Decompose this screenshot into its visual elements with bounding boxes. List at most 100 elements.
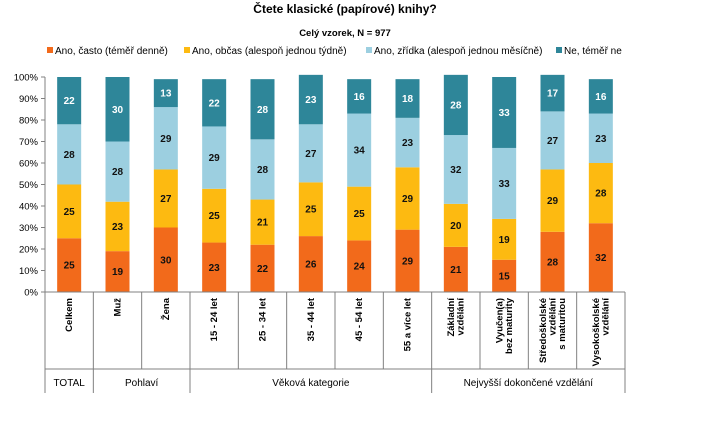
category-label: Vyučen(a) <box>494 298 505 343</box>
bar-segment <box>298 236 323 292</box>
data-label: 30 <box>112 105 124 116</box>
bar-segment <box>540 169 565 232</box>
bar-segment <box>588 113 613 163</box>
bar-segment <box>443 135 468 204</box>
bar-segment <box>105 251 130 292</box>
data-label: 33 <box>499 179 511 190</box>
bars: 25 25 28 22 19 23 28 30 30 27 29 13 23 25 29 22 22 21 28 28… <box>57 74 613 292</box>
bar-segment <box>298 124 323 183</box>
y-tick-label: 40% <box>19 202 39 213</box>
data-label: 28 <box>64 150 76 161</box>
bar-segment <box>443 203 468 247</box>
category-label: Celkem <box>64 298 75 332</box>
y-tick-label: 20% <box>19 245 39 256</box>
group-label: Nejvyšší dokončené vzdělání <box>464 378 594 389</box>
data-label: 25 <box>209 211 221 222</box>
bar-segment <box>57 184 82 239</box>
data-label: 26 <box>305 260 317 271</box>
bar-segment <box>588 223 613 292</box>
bar-segment <box>153 107 178 170</box>
data-label: 20 <box>450 221 462 232</box>
data-label: 25 <box>354 209 366 220</box>
bar-segment <box>347 186 372 241</box>
data-label: 17 <box>547 89 559 100</box>
bar-segment <box>57 77 82 125</box>
bar-segment <box>395 229 420 292</box>
chart-title: Čtete klasické (papírové) knihy? <box>253 1 436 16</box>
data-label: 29 <box>547 196 559 207</box>
category-label: 25 - 34 let <box>258 297 269 341</box>
bar-segment <box>153 227 178 292</box>
category-label: 45 - 54 let <box>354 297 365 341</box>
category-label: Základní <box>446 298 457 337</box>
legend-swatch <box>184 47 190 53</box>
x-axis: Celkem Muž Žena 15 - 24 let 25 - 34 let 35 - … <box>44 291 626 393</box>
bar-segment <box>298 182 323 237</box>
y-tick-label: 100% <box>14 73 39 84</box>
data-label: 32 <box>450 165 462 176</box>
bar-segment <box>588 79 613 114</box>
bar-segment <box>395 79 420 118</box>
category-label: vzdělání <box>548 298 559 336</box>
bar-segment <box>202 79 227 127</box>
data-label: 23 <box>595 134 607 145</box>
data-label: 33 <box>499 108 511 119</box>
bar-segment <box>298 74 323 125</box>
bar-segment <box>57 124 82 185</box>
category-label: Žena <box>160 297 172 320</box>
bar-segment <box>540 111 565 170</box>
y-tick-label: 90% <box>19 94 39 105</box>
bar-segment <box>153 79 178 108</box>
bar-segment <box>250 139 275 200</box>
bar-segment <box>57 238 82 292</box>
data-label: 23 <box>402 138 414 149</box>
data-label: 13 <box>160 89 172 100</box>
bar-segment <box>105 201 130 252</box>
y-tick-label: 30% <box>19 223 39 234</box>
data-label: 22 <box>209 98 221 109</box>
category-label: Středoškolské <box>538 298 549 363</box>
data-label: 29 <box>160 134 172 145</box>
category-label: 55 a více let <box>403 297 414 351</box>
bar-segment <box>540 74 565 112</box>
data-label: 32 <box>595 253 607 264</box>
bar-segment <box>492 147 517 219</box>
data-label: 28 <box>547 257 559 268</box>
y-tick-label: 0% <box>24 288 38 299</box>
bar-segment <box>492 77 517 148</box>
y-tick-label: 60% <box>19 159 39 170</box>
data-label: 21 <box>257 218 269 229</box>
data-label: 28 <box>257 165 269 176</box>
y-tick-label: 50% <box>19 180 39 191</box>
category-label: 15 - 24 let <box>209 297 220 341</box>
data-label: 30 <box>160 255 172 266</box>
data-label: 18 <box>402 94 414 105</box>
data-label: 29 <box>402 194 414 205</box>
data-label: 28 <box>450 100 462 111</box>
y-axis: 0% 10% 20% 30% 40% 50% 60% 70% 80% 90% 100% <box>14 73 46 299</box>
data-label: 22 <box>257 264 269 275</box>
data-label: 16 <box>595 92 607 103</box>
group-label: TOTAL <box>54 378 86 389</box>
category-label: s maturitou <box>557 298 568 350</box>
bar-segment <box>443 246 468 292</box>
legend-label: Ano, občas (alespoň jednou týdně) <box>192 46 347 57</box>
data-label: 34 <box>354 146 366 157</box>
data-label: 16 <box>354 92 366 103</box>
legend-swatch <box>47 47 53 53</box>
bar-segment <box>105 141 130 202</box>
y-tick-label: 70% <box>19 137 39 148</box>
data-label: 28 <box>257 105 269 116</box>
legend-swatch <box>556 47 562 53</box>
bar-segment <box>202 188 227 243</box>
group-label: Věková kategorie <box>272 378 350 389</box>
data-label: 29 <box>402 256 414 267</box>
bar-segment <box>105 77 130 142</box>
data-label: 29 <box>209 153 221 164</box>
category-label: vzdělání <box>456 298 467 336</box>
data-label: 28 <box>112 167 124 178</box>
chart-subtitle: Celý vzorek, N = 977 <box>299 28 391 39</box>
bar-segment <box>202 126 227 189</box>
category-label: Muž <box>113 298 124 317</box>
category-label: Vysokoškolské <box>591 298 602 366</box>
